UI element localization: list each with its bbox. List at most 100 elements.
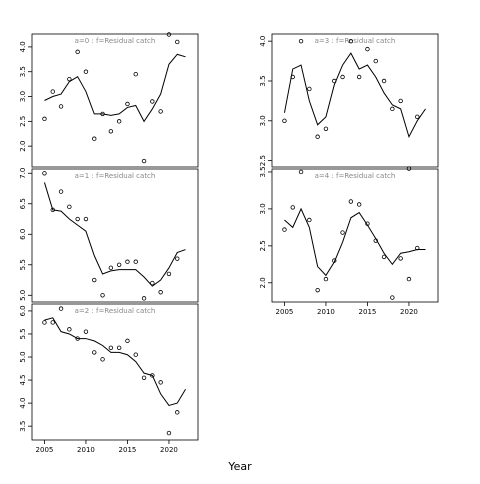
point	[100, 293, 105, 298]
point	[307, 86, 312, 92]
point	[307, 217, 312, 223]
point	[108, 345, 114, 350]
point	[133, 259, 138, 264]
point	[141, 158, 147, 164]
point	[315, 134, 320, 139]
point	[50, 89, 55, 94]
point	[125, 259, 130, 264]
point	[108, 129, 114, 134]
x-tick-label: 2005	[276, 308, 294, 316]
point	[166, 271, 172, 277]
y-tick-label: 6.0	[19, 229, 27, 240]
point	[75, 49, 80, 55]
point	[42, 320, 47, 325]
y-tick-label: 4.0	[19, 41, 27, 52]
point	[390, 106, 395, 112]
panel-frame	[31, 168, 199, 303]
point	[323, 276, 329, 282]
point	[141, 296, 147, 301]
y-tick-label: 2.5	[19, 116, 27, 127]
point	[373, 58, 378, 64]
point	[67, 76, 72, 82]
point	[67, 204, 72, 210]
point	[175, 256, 180, 261]
point	[175, 410, 180, 415]
panel-title: a=1 : f=Residual catch	[75, 172, 156, 180]
x-tick-label: 2020	[400, 308, 418, 316]
point	[390, 295, 395, 300]
point	[406, 276, 412, 282]
x-tick-label: 2005	[36, 446, 54, 454]
point	[58, 306, 64, 311]
point	[381, 78, 387, 84]
panel-title: a=0 : f=Residual catch	[75, 37, 156, 45]
fit-line	[44, 317, 186, 406]
panel-title: a=2 : f=Residual catch	[75, 307, 156, 315]
point	[42, 171, 47, 176]
panel-frame	[31, 303, 199, 441]
point	[340, 74, 345, 80]
point	[282, 227, 287, 232]
panel-frame	[271, 33, 439, 168]
y-tick-label: 2.0	[19, 141, 27, 152]
point	[83, 69, 89, 74]
y-tick-label: 2.5	[259, 155, 267, 166]
point	[100, 357, 105, 362]
point	[298, 169, 304, 175]
point	[323, 126, 329, 131]
point	[158, 290, 163, 295]
point	[42, 116, 47, 122]
point	[348, 199, 354, 204]
fit-line	[43, 182, 186, 287]
x-tick-label: 2010	[317, 308, 335, 316]
y-tick-label: 6.0	[19, 305, 27, 316]
point	[158, 109, 163, 114]
y-tick-label: 2.0	[259, 277, 267, 288]
y-tick-label: 3.5	[259, 75, 267, 86]
panel-frame	[31, 33, 199, 168]
point	[150, 99, 155, 104]
y-tick-label: 4.0	[259, 36, 267, 47]
x-axis-label: Year	[227, 460, 252, 473]
panel-frame	[271, 168, 439, 303]
point	[133, 71, 138, 77]
point	[166, 430, 172, 436]
point	[67, 327, 72, 332]
x-tick-label: 2020	[160, 446, 178, 454]
point	[356, 74, 362, 80]
point	[75, 216, 80, 222]
fit-line	[283, 52, 426, 139]
y-tick-label: 5.5	[19, 328, 27, 339]
point	[415, 114, 420, 120]
point	[108, 265, 114, 271]
y-tick-label: 3.5	[19, 421, 27, 432]
x-tick-label: 2015	[359, 308, 377, 316]
point	[158, 380, 163, 385]
point	[315, 287, 320, 293]
fit-line	[44, 53, 186, 123]
x-tick-label: 2010	[77, 446, 95, 454]
point	[116, 262, 122, 267]
y-tick-label: 7.0	[19, 168, 27, 179]
point	[92, 350, 97, 355]
point	[92, 136, 97, 141]
point	[348, 38, 354, 44]
point	[290, 205, 295, 210]
fit-line	[284, 207, 426, 277]
point	[340, 230, 345, 235]
point	[50, 320, 55, 325]
point	[365, 46, 370, 52]
point	[356, 202, 362, 207]
panel-title: a=4 : f=Residual catch	[315, 172, 396, 180]
point	[116, 119, 122, 124]
point	[398, 98, 403, 104]
y-tick-label: 5.0	[19, 290, 27, 301]
point	[175, 39, 180, 45]
point	[150, 280, 155, 286]
point	[83, 216, 89, 222]
point	[398, 256, 403, 261]
point	[83, 329, 89, 334]
panel-title: a=3 : f=Residual catch	[315, 37, 396, 45]
